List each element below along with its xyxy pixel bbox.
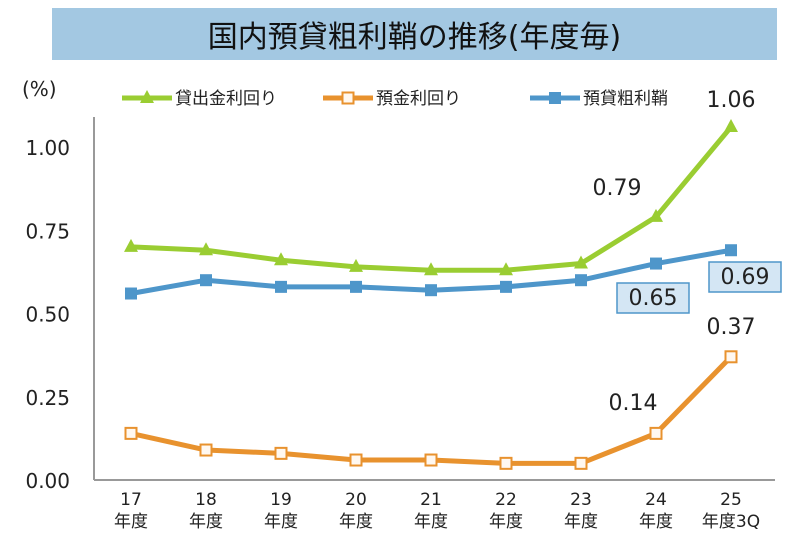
data-point [724, 350, 738, 364]
x-tick-label: 17 [120, 490, 142, 510]
data-point [274, 446, 288, 460]
data-point [649, 426, 663, 440]
data-point [125, 287, 137, 300]
data-label-box [616, 282, 690, 314]
data-label: 0.37 [707, 315, 756, 340]
data-point [424, 453, 438, 467]
data-point [124, 426, 138, 440]
data-point [200, 274, 212, 287]
data-labels: 0.79 1.06 0.14 0.37 0.65 0.69 [593, 88, 782, 416]
y-tick-label: 0.00 [25, 469, 70, 493]
x-tick-sublabel: 年度 [114, 512, 148, 532]
axes [93, 117, 775, 481]
data-point [649, 208, 663, 222]
data-point [199, 443, 213, 457]
data-point [424, 262, 438, 276]
data-point [574, 255, 588, 269]
data-point [499, 456, 513, 470]
data-point [724, 119, 738, 133]
y-tick-label: 0.75 [25, 219, 70, 243]
x-tick-label: 23 [570, 490, 592, 510]
x-tick-sublabel: 年度3Q [702, 512, 760, 532]
data-label: 0.79 [593, 176, 642, 201]
data-point [199, 242, 213, 256]
legend-marker-square-open-icon [341, 91, 355, 105]
legend-marker-triangle-icon [140, 90, 154, 103]
data-point [349, 258, 363, 272]
y-tick-label: 1.00 [25, 136, 70, 160]
data-label: 0.69 [721, 265, 770, 290]
x-tick-sublabel: 年度 [639, 512, 673, 532]
x-tick-label: 25 [720, 490, 742, 510]
data-point [725, 244, 737, 257]
x-tick-label: 22 [495, 490, 517, 510]
x-tick-sublabel: 年度 [414, 512, 448, 532]
x-tick-sublabel: 年度 [264, 512, 298, 532]
y-tick-label: 0.50 [25, 303, 70, 327]
data-point [574, 456, 588, 470]
data-point [124, 238, 138, 252]
data-point [349, 453, 363, 467]
data-point [650, 257, 662, 270]
data-point [350, 280, 362, 293]
chart-title: 国内預貸粗利鞘の推移(年度毎) [207, 20, 622, 55]
data-point [575, 274, 587, 287]
data-label-box [708, 261, 782, 293]
x-tick-sublabel: 年度 [189, 512, 223, 532]
data-label: 0.14 [609, 391, 658, 416]
data-point [499, 262, 513, 276]
x-tick-label: 20 [345, 490, 367, 510]
x-tick-label: 19 [270, 490, 292, 510]
legend-marker-square-icon [549, 92, 561, 104]
legend-label: 預貸粗利鞘 [583, 89, 668, 109]
x-tick-label: 24 [645, 490, 667, 510]
y-tick-label: 0.25 [25, 386, 70, 410]
data-point [275, 280, 287, 293]
x-tick-sublabel: 年度 [339, 512, 373, 532]
y-ticks: 0.00 0.25 0.50 0.75 1.00 [25, 136, 70, 493]
data-point [500, 280, 512, 293]
x-tick-label: 21 [420, 490, 442, 510]
x-tick-sublabel: 年度 [489, 512, 523, 532]
y-axis-unit: (%) [22, 77, 57, 101]
legend-label: 預金利回り [376, 89, 461, 109]
data-point [274, 252, 288, 266]
series-group [124, 119, 738, 470]
x-tick-label: 18 [195, 490, 217, 510]
x-tick-sublabel: 年度 [564, 512, 598, 532]
legend: 貸出金利回り 預金利回り 預貸粗利鞘 [122, 89, 668, 109]
chart-title-bar: 国内預貸粗利鞘の推移(年度毎) [52, 8, 777, 60]
data-label: 1.06 [707, 88, 756, 113]
data-point [425, 284, 437, 297]
legend-label: 貸出金利回り [175, 89, 277, 109]
data-label: 0.65 [629, 286, 678, 311]
